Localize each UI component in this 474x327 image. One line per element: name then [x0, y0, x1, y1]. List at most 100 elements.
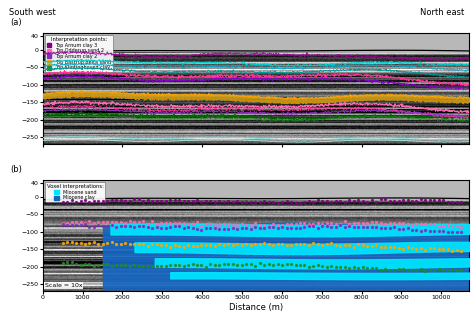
- Point: [68, 223, 75, 228]
- Point: [337, 221, 344, 226]
- Point: [220, 226, 228, 232]
- Point: [162, 264, 169, 269]
- Point: [193, 243, 201, 249]
- Point: [265, 224, 273, 230]
- Text: North east: North east: [420, 8, 465, 17]
- Point: [59, 222, 66, 227]
- Point: [243, 222, 250, 228]
- Point: [153, 221, 161, 227]
- Point: [368, 220, 375, 225]
- Point: [413, 267, 420, 273]
- Point: [86, 240, 93, 246]
- Point: [139, 242, 147, 247]
- Point: [95, 263, 102, 268]
- Point: [157, 226, 165, 231]
- Point: [193, 263, 201, 268]
- Point: [180, 221, 187, 226]
- Point: [198, 263, 205, 268]
- Point: [130, 225, 138, 230]
- Point: [64, 239, 71, 244]
- Point: [408, 267, 416, 273]
- Point: [59, 260, 66, 266]
- Point: [175, 243, 183, 248]
- Point: [180, 198, 187, 203]
- Point: [180, 244, 187, 250]
- Point: [278, 224, 286, 229]
- Point: [198, 242, 205, 248]
- Point: [404, 245, 411, 250]
- Point: [426, 198, 434, 203]
- Point: [457, 225, 465, 230]
- Point: [202, 225, 210, 230]
- Point: [81, 198, 89, 203]
- Point: [355, 241, 362, 246]
- Point: [435, 246, 443, 251]
- Point: [139, 223, 147, 229]
- Point: [117, 241, 125, 246]
- Legend: Top Arnum clay 3, Top Odderup sand 2, Top Arnum clay 2, Top Bastrup delta sand, : Top Arnum clay 3, Top Odderup sand 2, To…: [45, 35, 113, 72]
- Point: [198, 199, 205, 204]
- Point: [216, 263, 223, 268]
- Point: [90, 225, 98, 230]
- Point: [430, 222, 438, 227]
- Point: [211, 222, 219, 228]
- Point: [90, 198, 98, 204]
- Text: (b): (b): [10, 165, 23, 174]
- Point: [112, 198, 120, 203]
- Point: [314, 241, 322, 247]
- Point: [319, 198, 326, 204]
- Point: [457, 230, 465, 235]
- Point: [408, 228, 416, 233]
- Point: [314, 198, 322, 203]
- Legend: Miocene sand, Miocene clay: Miocene sand, Miocene clay: [45, 182, 105, 202]
- Point: [301, 224, 308, 230]
- Point: [301, 263, 308, 268]
- Point: [444, 223, 452, 228]
- Point: [225, 222, 232, 227]
- Point: [283, 198, 291, 204]
- Point: [148, 219, 156, 224]
- Point: [439, 198, 447, 203]
- Point: [283, 262, 291, 267]
- Point: [408, 246, 416, 251]
- Point: [399, 267, 407, 272]
- Point: [202, 265, 210, 270]
- Point: [198, 223, 205, 229]
- Point: [350, 220, 357, 225]
- Point: [269, 225, 277, 230]
- Point: [175, 221, 183, 226]
- Point: [126, 264, 134, 269]
- Point: [390, 224, 398, 230]
- Point: [404, 267, 411, 272]
- Point: [323, 242, 331, 247]
- Point: [368, 266, 375, 271]
- Point: [72, 222, 80, 228]
- Point: [328, 220, 335, 226]
- Point: [350, 264, 357, 269]
- Point: [193, 198, 201, 203]
- Point: [117, 219, 125, 224]
- Point: [346, 222, 353, 227]
- Point: [86, 219, 93, 224]
- Point: [90, 240, 98, 245]
- Point: [225, 226, 232, 232]
- Point: [305, 264, 313, 269]
- Point: [220, 222, 228, 227]
- Point: [341, 199, 348, 204]
- Point: [386, 226, 393, 231]
- Point: [364, 200, 371, 205]
- Point: [314, 263, 322, 268]
- Point: [283, 225, 291, 231]
- Point: [144, 221, 152, 226]
- Point: [332, 224, 340, 229]
- Point: [413, 247, 420, 252]
- Point: [395, 267, 402, 272]
- Point: [59, 240, 66, 245]
- Point: [274, 225, 282, 230]
- Point: [404, 221, 411, 226]
- Point: [265, 199, 273, 204]
- Point: [395, 198, 402, 204]
- Point: [323, 224, 331, 229]
- Point: [417, 221, 425, 227]
- Point: [341, 242, 348, 248]
